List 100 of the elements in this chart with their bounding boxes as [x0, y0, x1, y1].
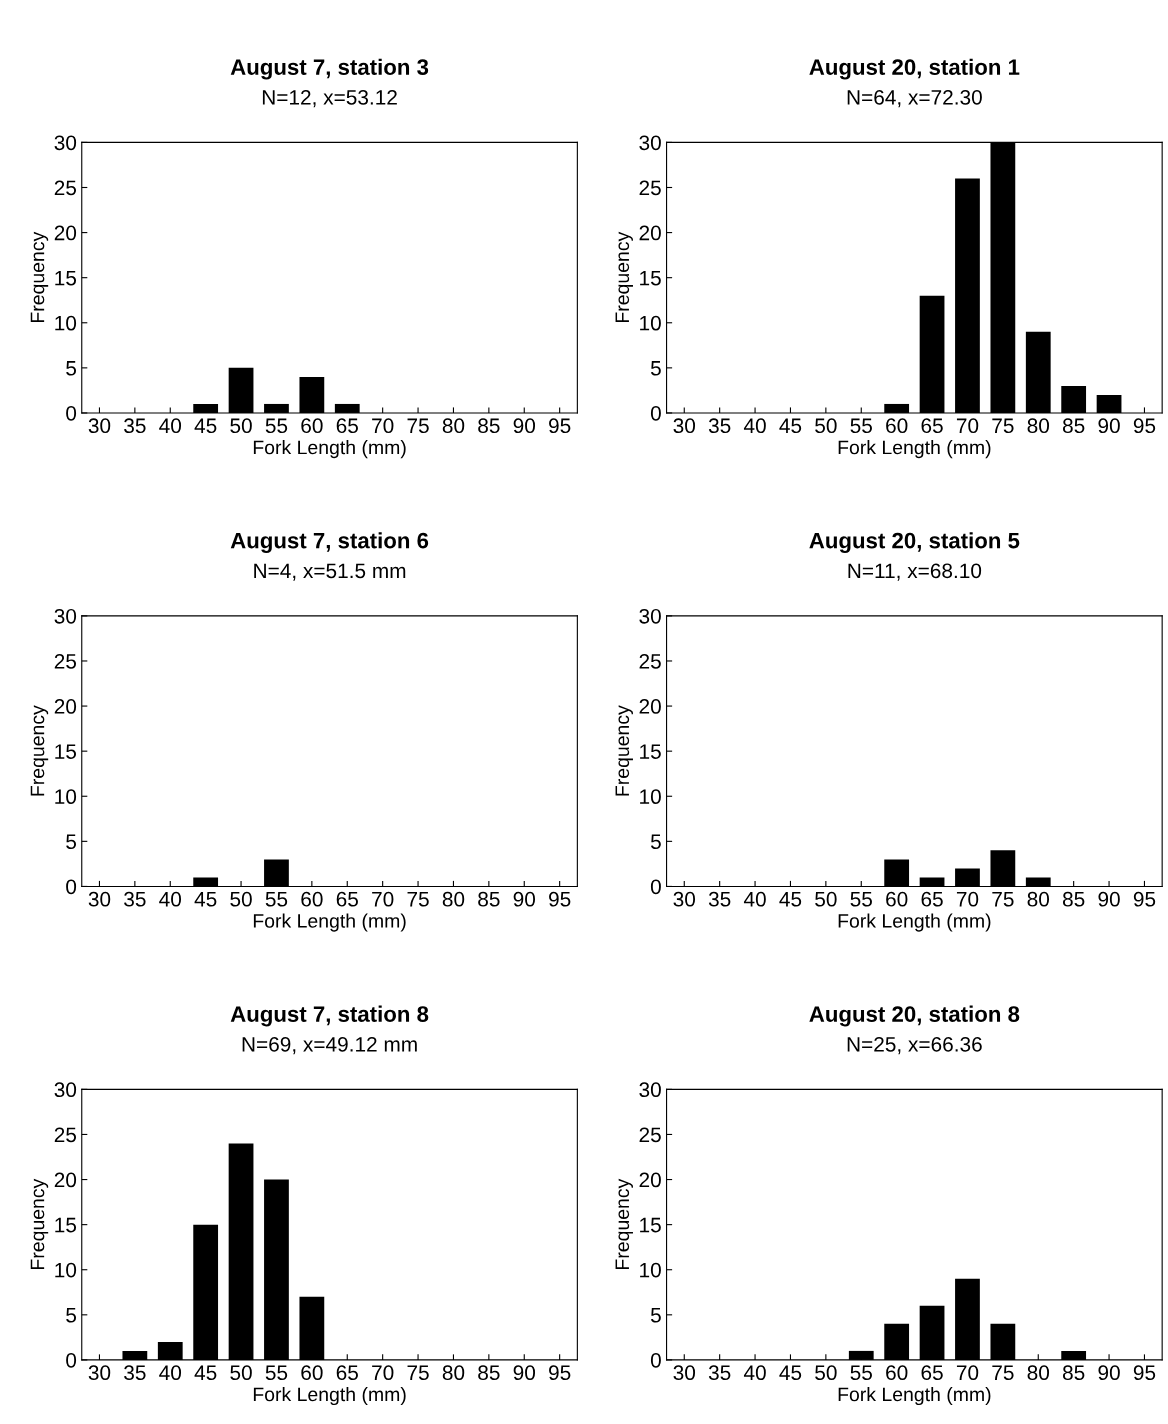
y-tick-label: 20 [54, 699, 77, 714]
x-tick-label: 85 [1062, 1365, 1085, 1381]
x-tick-label: 40 [159, 891, 182, 907]
x-tick-label: 70 [956, 891, 979, 907]
chart-title: August 20, station 5 [809, 532, 1020, 553]
x-tick-label: 30 [88, 1365, 111, 1381]
x-tick-label: 95 [549, 1365, 571, 1381]
y-tick-label: 20 [54, 225, 77, 241]
x-tick-label: 90 [1098, 418, 1120, 434]
x-tick-label: 40 [743, 1365, 766, 1381]
x-tick-label: 55 [265, 892, 288, 907]
x-tick-label: 55 [265, 418, 288, 434]
x-tick-label: 70 [372, 1365, 394, 1381]
x-tick-label: 60 [886, 891, 908, 907]
x-tick-label: 85 [1062, 418, 1085, 434]
y-tick-label: 25 [639, 653, 661, 669]
x-axis-title: Fork Length (mm) [838, 913, 991, 932]
chart-title: August 7, station 6 [230, 532, 429, 553]
x-tick-label: 40 [743, 891, 766, 907]
chart-subtitle: N=25, x=66.36 [847, 1036, 982, 1055]
x-tick-label: 75 [407, 1365, 429, 1381]
x-tick-label: 65 [336, 1365, 358, 1381]
x-tick-label: 65 [921, 1365, 943, 1381]
x-tick-label: 80 [442, 891, 465, 907]
x-tick-label: 80 [1027, 1365, 1050, 1381]
y-tick-label: 15 [55, 1217, 77, 1233]
x-axis-title: Fork Length (mm) [253, 913, 406, 932]
x-tick-label: 55 [850, 418, 872, 434]
x-tick-label: 50 [230, 1365, 252, 1381]
y-axis-title: Frequency [30, 231, 49, 323]
x-tick-label: 65 [921, 418, 943, 434]
chart-subtitle: N=69, x=49.12 mm [242, 1036, 417, 1055]
x-tick-label: 45 [779, 1365, 802, 1381]
y-tick-label: 25 [639, 1127, 661, 1143]
x-tick-label: 95 [549, 418, 571, 434]
x-tick-label: 80 [442, 418, 465, 434]
x-tick-label: 90 [1098, 1365, 1120, 1381]
x-tick-label: 45 [194, 418, 217, 434]
x-tick-label: 30 [673, 1365, 696, 1381]
x-tick-label: 70 [372, 891, 394, 907]
x-tick-label: 50 [230, 418, 252, 434]
chart-subtitle: N=11, x=68.10 [848, 563, 982, 581]
x-tick-label: 75 [407, 418, 429, 434]
x-tick-label: 90 [513, 891, 536, 907]
y-tick-label: 15 [640, 744, 661, 759]
x-tick-label: 50 [815, 418, 837, 434]
x-tick-label: 70 [956, 418, 979, 434]
x-tick-label: 60 [301, 1365, 323, 1381]
x-tick-label: 45 [194, 892, 217, 907]
x-tick-label: 35 [124, 1365, 146, 1381]
y-tick-label: 10 [640, 789, 661, 805]
x-tick-label: 65 [336, 418, 358, 434]
x-tick-label: 75 [407, 892, 429, 907]
x-tick-label: 30 [88, 891, 111, 907]
x-tick-label: 45 [779, 892, 802, 907]
x-tick-label: 50 [815, 891, 837, 907]
x-tick-label: 95 [1133, 418, 1156, 434]
x-tick-label: 45 [779, 418, 802, 434]
y-tick-label: 15 [55, 270, 77, 286]
y-tick-label: 5 [66, 834, 77, 850]
y-tick-label: 0 [650, 405, 661, 421]
x-tick-label: 90 [513, 418, 536, 434]
x-tick-label: 85 [478, 891, 500, 907]
x-tick-label: 35 [124, 418, 146, 434]
y-tick-label: 0 [650, 879, 661, 895]
x-tick-label: 30 [88, 418, 111, 434]
x-tick-label: 35 [708, 1365, 731, 1381]
chart-subtitle: N=12, x=53.12 [262, 89, 397, 108]
x-tick-label: 40 [159, 418, 182, 434]
x-axis-title: Fork Length (mm) [838, 440, 991, 459]
x-tick-label: 75 [992, 1365, 1014, 1381]
x-tick-label: 65 [921, 891, 943, 907]
y-tick-label: 25 [54, 653, 77, 669]
chart-title: August 20, station 1 [809, 58, 1020, 80]
y-tick-label: 20 [54, 1172, 77, 1188]
x-tick-label: 95 [1133, 1365, 1156, 1381]
y-tick-label: 0 [66, 405, 77, 421]
x-axis-title: Fork Length (mm) [253, 1386, 406, 1406]
y-tick-label: 25 [54, 180, 77, 196]
y-tick-label: 10 [640, 1262, 661, 1278]
chart-title: August 7, station 8 [230, 1005, 429, 1027]
y-tick-label: 10 [55, 789, 77, 805]
y-tick-label: 25 [639, 180, 661, 196]
chart-subtitle: N=64, x=72.30 [847, 89, 982, 108]
x-tick-label: 85 [478, 1365, 500, 1381]
y-axis-title: Frequency [615, 1178, 633, 1269]
y-tick-label: 10 [640, 315, 661, 331]
y-tick-label: 30 [54, 135, 77, 151]
x-tick-label: 40 [159, 1365, 182, 1381]
y-tick-label: 0 [66, 1352, 77, 1368]
y-tick-label: 5 [650, 1308, 661, 1323]
x-tick-label: 55 [850, 892, 872, 907]
x-tick-label: 35 [708, 891, 731, 907]
x-tick-label: 95 [549, 891, 571, 907]
y-tick-label: 10 [55, 315, 77, 331]
x-tick-label: 45 [194, 1365, 217, 1381]
x-tick-label: 55 [265, 1365, 288, 1381]
y-tick-label: 15 [55, 744, 77, 759]
y-tick-label: 30 [54, 1082, 77, 1098]
x-tick-label: 50 [815, 1365, 837, 1381]
